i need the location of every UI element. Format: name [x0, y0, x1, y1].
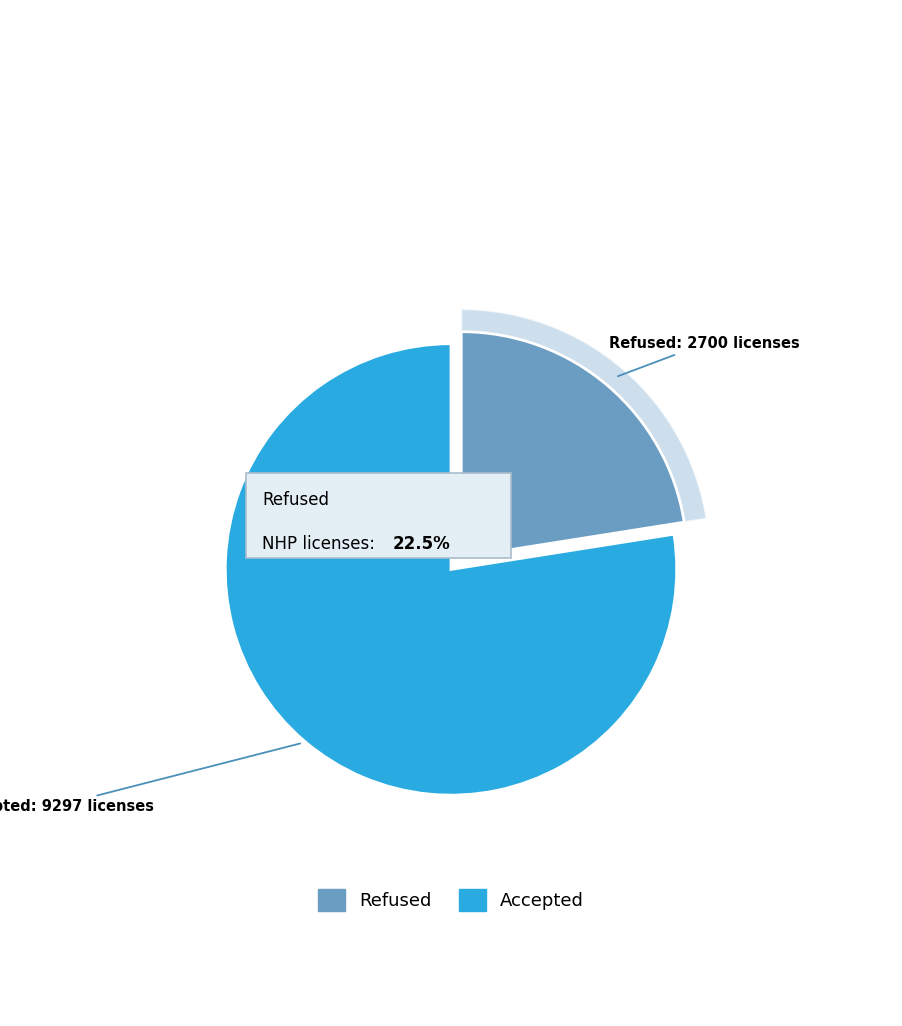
- Text: Natural Health Products (NHPs): Natural Health Products (NHPs): [78, 50, 699, 85]
- Text: NHP licenses:: NHP licenses:: [262, 535, 381, 553]
- Text: Refused: 2700 licenses: Refused: 2700 licenses: [609, 337, 800, 377]
- FancyBboxPatch shape: [246, 473, 511, 558]
- Text: Licensed by Health Canada: Licensed by Health Canada: [78, 121, 608, 155]
- Wedge shape: [226, 344, 676, 795]
- Text: Accepted: 9297 licenses: Accepted: 9297 licenses: [0, 744, 300, 814]
- Text: Refused: Refused: [262, 491, 329, 509]
- Legend: Refused, Accepted: Refused, Accepted: [310, 882, 592, 918]
- Polygon shape: [461, 309, 706, 557]
- Text: April 2021 -  February 2022: April 2021 - February 2022: [78, 216, 404, 240]
- Wedge shape: [461, 331, 685, 557]
- Text: 22.5%: 22.5%: [392, 535, 450, 553]
